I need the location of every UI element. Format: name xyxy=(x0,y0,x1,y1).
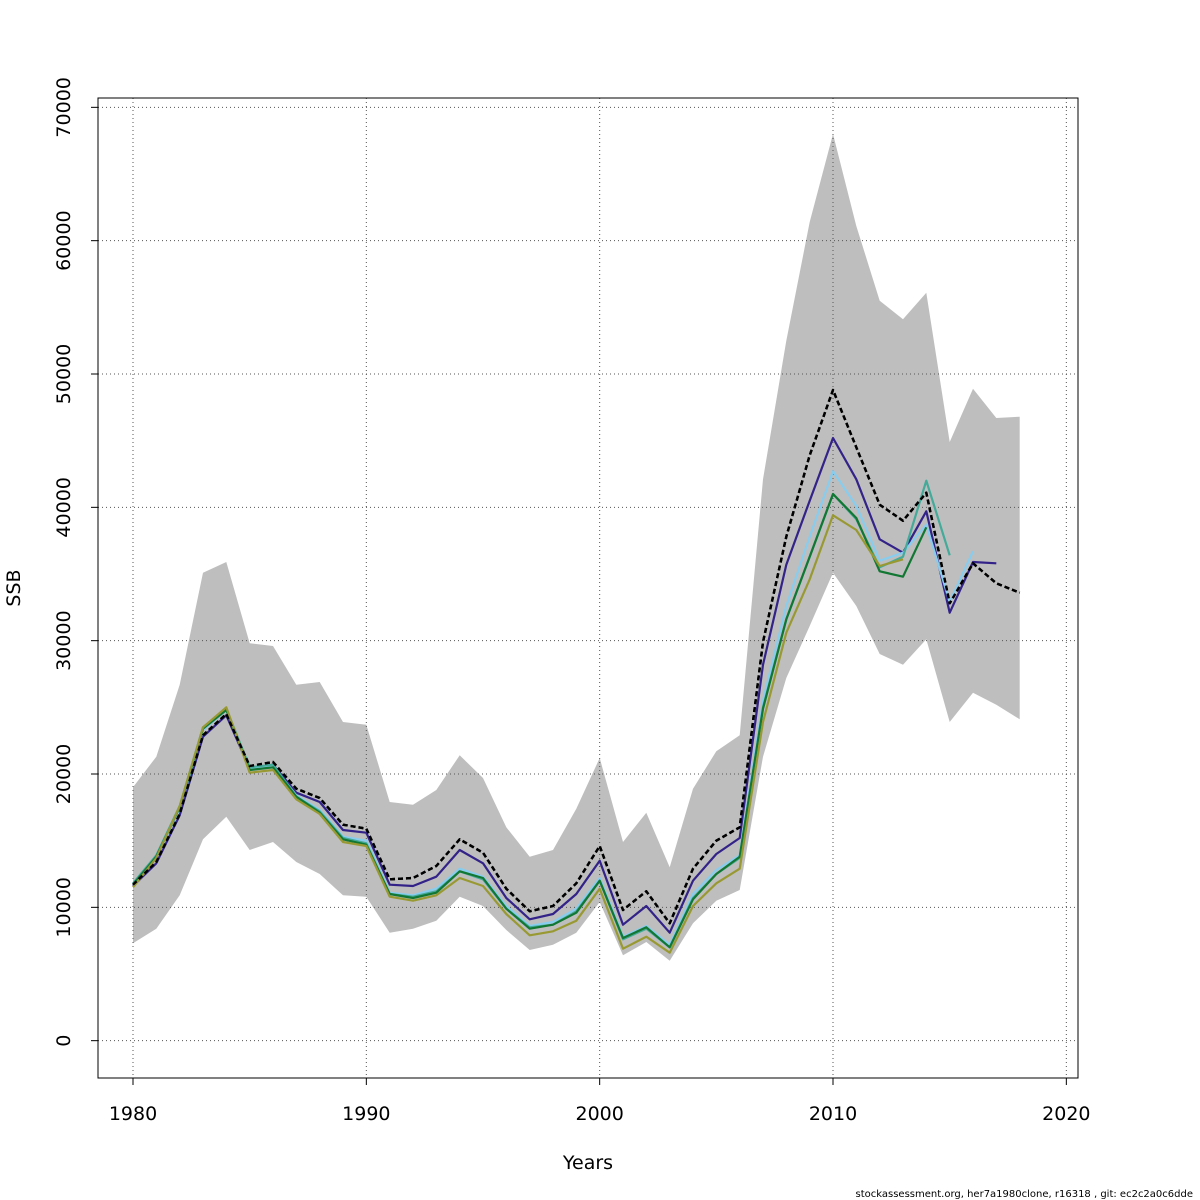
y-axis-title: SSB xyxy=(3,569,25,606)
axis-layer: 1980 1990 2000 2010 2020 0 10000 20000 30000 4000… xyxy=(53,77,1091,1125)
series-line-5 xyxy=(132,514,904,954)
footer-note: stockassessment.org, her7a1980clone, r16… xyxy=(856,1189,1193,1200)
y-tick-label: 50000 xyxy=(53,344,75,404)
x-tick-label: 2000 xyxy=(575,1103,623,1125)
y-tick-label: 30000 xyxy=(53,610,75,670)
confidence-band xyxy=(133,134,1020,961)
grid-layer xyxy=(98,98,1078,1078)
series-line-4 xyxy=(132,492,928,949)
x-tick-label: 2020 xyxy=(1042,1103,1090,1125)
y-tick-label: 60000 xyxy=(53,210,75,270)
series-line-reference-overlay xyxy=(132,388,1021,925)
y-tick-label: 20000 xyxy=(53,744,75,804)
y-tick-label: 40000 xyxy=(53,477,75,537)
y-tick-label: 70000 xyxy=(53,77,75,137)
series-layer xyxy=(132,388,1021,954)
x-tick-label: 1990 xyxy=(342,1103,390,1125)
y-tick-label: 0 xyxy=(53,1035,75,1047)
x-tick-label: 1980 xyxy=(109,1103,157,1125)
confidence-band-layer xyxy=(133,134,1020,961)
x-tick-label: 2010 xyxy=(809,1103,857,1125)
plot-frame xyxy=(97,97,1079,1079)
y-tick-label: 10000 xyxy=(53,877,75,937)
x-axis-title: Years xyxy=(562,1152,613,1174)
